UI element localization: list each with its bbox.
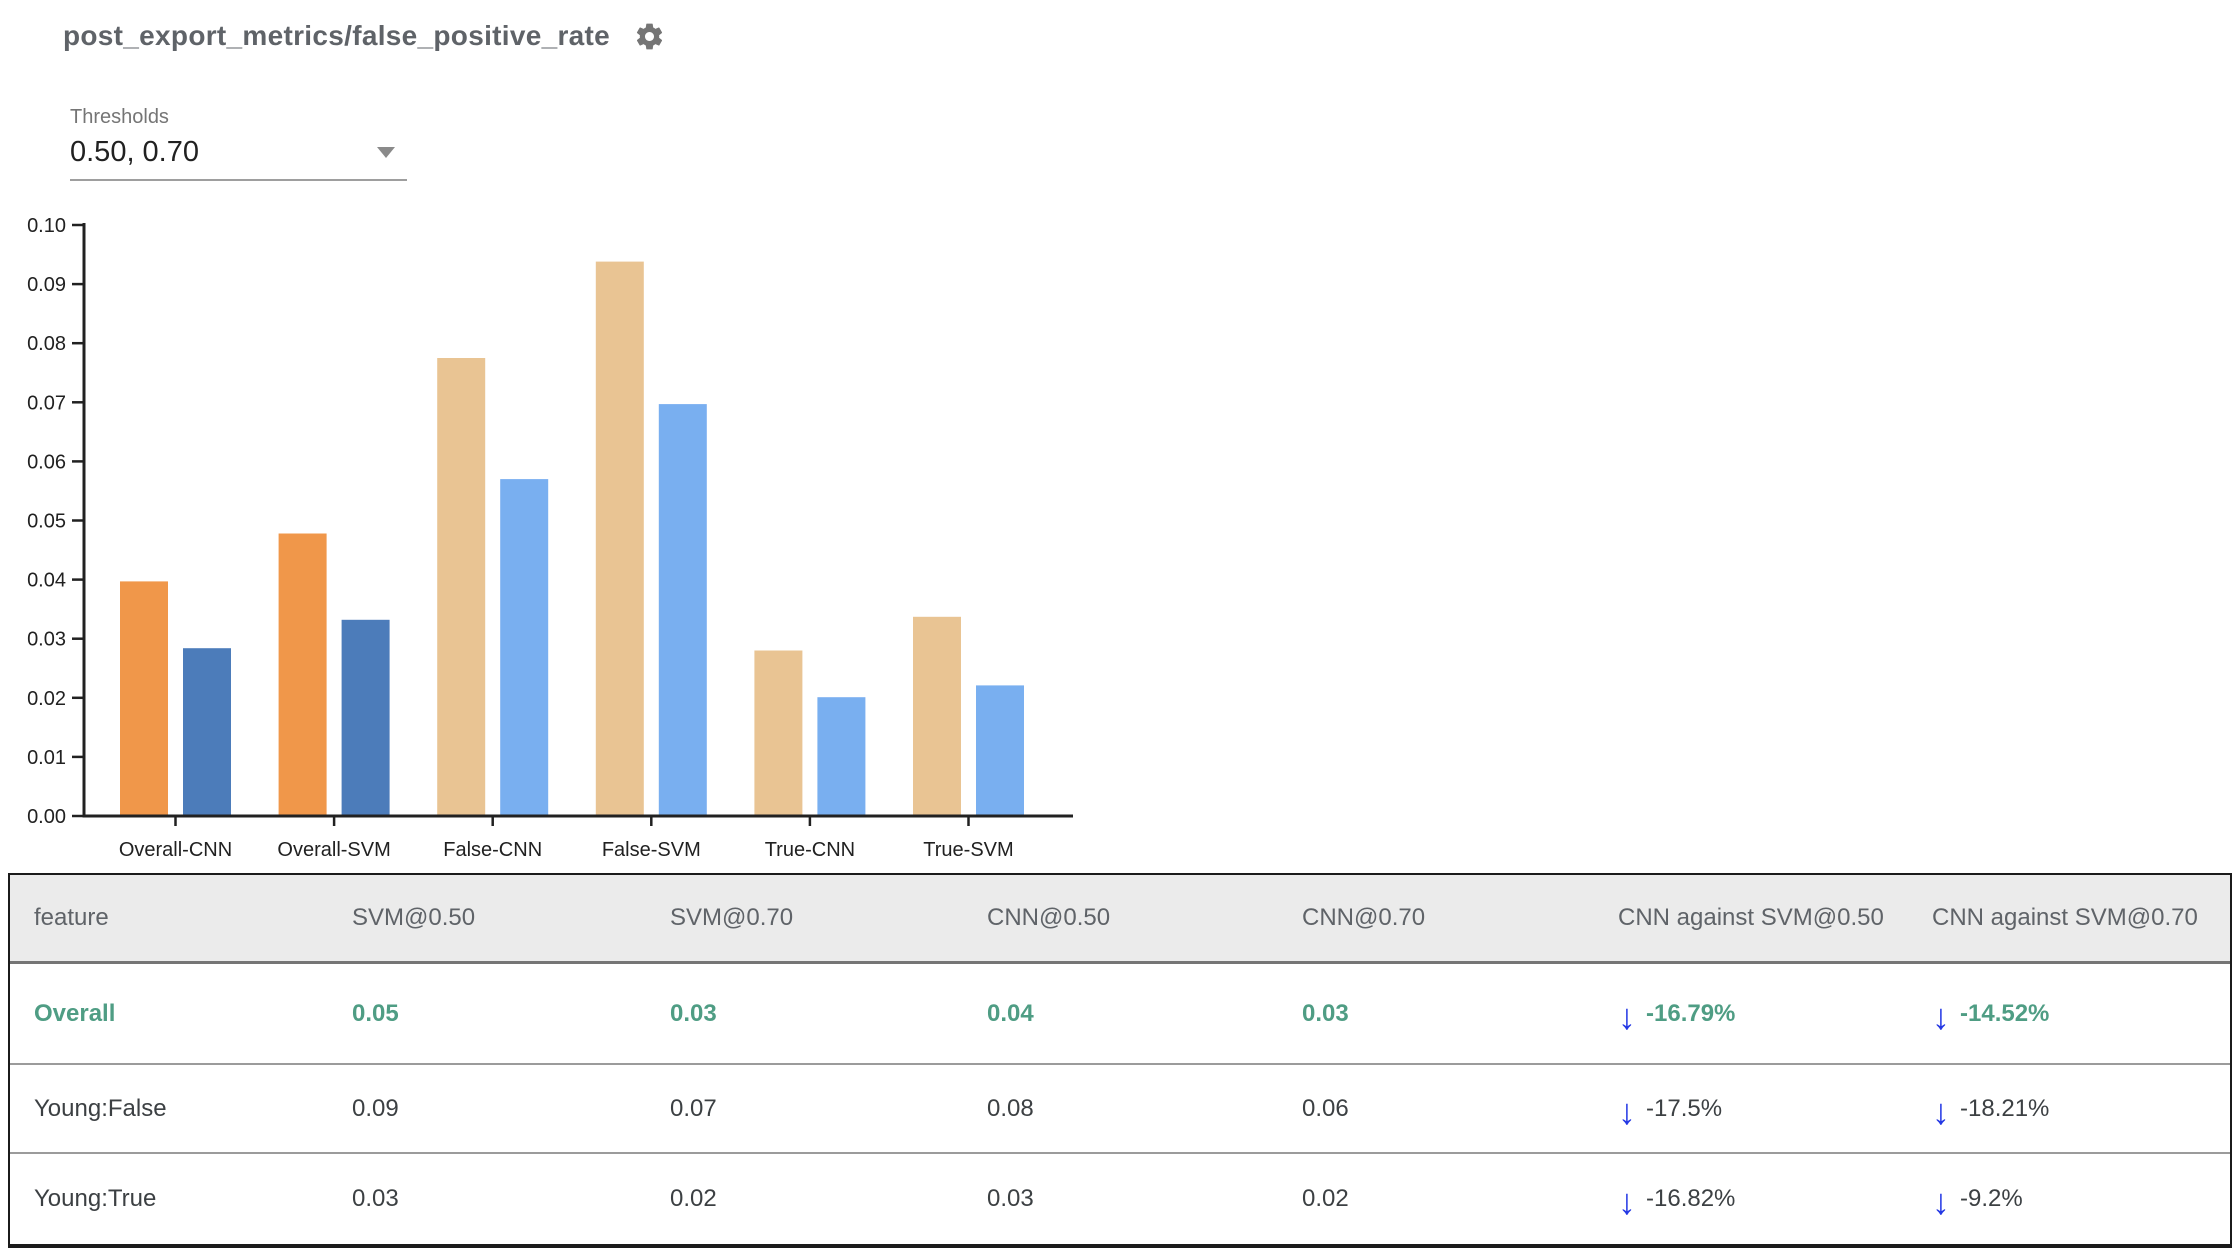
- bar-False-SVM-threshold-0.50[interactable]: [595, 261, 644, 817]
- bar-True-CNN-threshold-0.70[interactable]: [817, 697, 866, 816]
- x-axis-label: Overall-SVM: [277, 839, 390, 861]
- feature-name: Young:False: [34, 1094, 167, 1122]
- table-row-young-true[interactable]: Young:True 0.03 0.02 0.03 0.02 ↓ -16.82% ↓ -9.2%: [10, 1154, 2230, 1244]
- y-axis-label: 0.01: [27, 747, 66, 769]
- metric-value-svm-0-50: 0.05: [352, 999, 399, 1027]
- column-header-svm-0-50: SVM@0.50: [352, 904, 476, 931]
- table-row-overall[interactable]: Overall 0.05 0.03 0.04 0.03 ↓ -16.79% ↓ -14.52%: [10, 964, 2230, 1065]
- metrics-table: feature SVM@0.50 SVM@0.70 CNN@0.50 CNN@0.70 C…: [8, 873, 2232, 1248]
- x-axis-label: Overall-CNN: [119, 839, 232, 861]
- down-arrow-icon: ↓: [1932, 1181, 1950, 1222]
- bar-chart: Overall-CNN Overall-SVM False-CNN False-SVM…: [27, 215, 1073, 861]
- x-axis-label: False-CNN: [443, 839, 542, 861]
- chevron-down-icon: [377, 147, 395, 158]
- down-arrow-icon: ↓: [1932, 1090, 1950, 1132]
- y-axis-label: 0.06: [27, 451, 66, 473]
- metric-value-cnn-0-70: 0.02: [1302, 1185, 1349, 1212]
- chart-header: post_export_metrics/false_positive_rate: [63, 20, 665, 52]
- column-header-feature: feature: [34, 904, 109, 931]
- column-header-cnn-0-50: CNN@0.50: [987, 904, 1111, 931]
- diff-cell-cnn-against-svm-0-70: ↓ -14.52%: [1908, 995, 2230, 1037]
- thresholds-value: 0.50, 0.70: [70, 136, 199, 168]
- column-header-cnn-against-svm-0-50: CNN against SVM@0.50: [1618, 904, 1884, 931]
- diff-value: -17.5%: [1646, 1094, 1723, 1122]
- table-header-row: feature SVM@0.50 SVM@0.70 CNN@0.50 CNN@0.70 C…: [10, 875, 2230, 964]
- bar-False-CNN-threshold-0.70[interactable]: [500, 479, 549, 816]
- down-arrow-icon: ↓: [1618, 1090, 1636, 1132]
- down-arrow-icon: ↓: [1932, 995, 1950, 1037]
- column-header-svm-0-70: SVM@0.70: [670, 904, 794, 931]
- metric-value-svm-0-50: 0.09: [352, 1094, 399, 1122]
- metric-value-svm-0-70: 0.03: [670, 999, 717, 1027]
- y-axis-label: 0.09: [27, 274, 66, 296]
- column-header-cnn-against-svm-0-70: CNN against SVM@0.70: [1932, 904, 2198, 931]
- table-row-young-false[interactable]: Young:False 0.09 0.07 0.08 0.06 ↓ -17.5% ↓ -18.2…: [10, 1065, 2230, 1154]
- y-axis-label: 0.10: [27, 215, 66, 237]
- bar-True-SVM-threshold-0.70[interactable]: [976, 685, 1024, 816]
- metric-value-cnn-0-70: 0.03: [1302, 999, 1349, 1027]
- metric-value-svm-0-70: 0.07: [670, 1094, 717, 1122]
- bar-False-SVM-threshold-0.70[interactable]: [658, 404, 707, 816]
- bar-Overall-SVM-threshold-0.50[interactable]: [278, 533, 327, 817]
- diff-cell-cnn-against-svm-0-50: ↓ -16.79%: [1594, 995, 1908, 1037]
- bar-Overall-CNN-threshold-0.70[interactable]: [183, 648, 231, 816]
- y-axis-label: 0.07: [27, 392, 66, 414]
- metric-value-cnn-0-50: 0.04: [987, 999, 1034, 1027]
- x-axis-label: True-SVM: [923, 839, 1013, 861]
- diff-cell-cnn-against-svm-0-70: ↓ -9.2%: [1908, 1181, 2230, 1222]
- thresholds-label: Thresholds: [70, 106, 169, 128]
- diff-cell-cnn-against-svm-0-70: ↓ -18.21%: [1908, 1090, 2230, 1132]
- x-axis-label: True-CNN: [765, 839, 855, 861]
- gear-icon[interactable]: [634, 21, 665, 52]
- bar-True-SVM-threshold-0.50[interactable]: [913, 616, 961, 816]
- feature-name: Young:True: [34, 1185, 157, 1212]
- y-axis-label: 0.00: [27, 806, 66, 828]
- down-arrow-icon: ↓: [1618, 995, 1636, 1037]
- metric-value-svm-0-70: 0.02: [670, 1185, 717, 1212]
- thresholds-control: Thresholds 0.50, 0.70: [70, 106, 407, 181]
- feature-name: Overall: [34, 999, 116, 1027]
- y-axis-label: 0.03: [27, 629, 66, 651]
- diff-value: -18.21%: [1960, 1094, 2050, 1122]
- metric-value-cnn-0-70: 0.06: [1302, 1094, 1349, 1122]
- bar-True-CNN-threshold-0.50[interactable]: [754, 650, 803, 817]
- x-axis-label: False-SVM: [602, 839, 701, 861]
- diff-cell-cnn-against-svm-0-50: ↓ -17.5%: [1594, 1090, 1908, 1132]
- bar-Overall-SVM-threshold-0.70[interactable]: [341, 619, 390, 816]
- column-header-cnn-0-70: CNN@0.70: [1302, 904, 1426, 931]
- metric-value-cnn-0-50: 0.08: [987, 1094, 1034, 1122]
- bar-False-CNN-threshold-0.50[interactable]: [437, 358, 486, 816]
- page-title: post_export_metrics/false_positive_rate: [63, 20, 611, 51]
- diff-value: -9.2%: [1960, 1185, 2023, 1212]
- diff-value: -16.79%: [1646, 999, 1736, 1027]
- thresholds-dropdown[interactable]: 0.50, 0.70: [70, 129, 407, 181]
- diff-cell-cnn-against-svm-0-50: ↓ -16.82%: [1594, 1181, 1908, 1222]
- y-axis-label: 0.05: [27, 511, 66, 533]
- metric-value-cnn-0-50: 0.03: [987, 1185, 1034, 1212]
- metric-value-svm-0-50: 0.03: [352, 1185, 399, 1212]
- y-axis-label: 0.04: [27, 570, 66, 592]
- y-axis-label: 0.08: [27, 333, 66, 355]
- y-axis-label: 0.02: [27, 688, 66, 710]
- diff-value: -16.82%: [1646, 1185, 1736, 1212]
- down-arrow-icon: ↓: [1618, 1181, 1636, 1222]
- diff-value: -14.52%: [1960, 999, 2050, 1027]
- bar-Overall-CNN-threshold-0.50[interactable]: [120, 581, 168, 816]
